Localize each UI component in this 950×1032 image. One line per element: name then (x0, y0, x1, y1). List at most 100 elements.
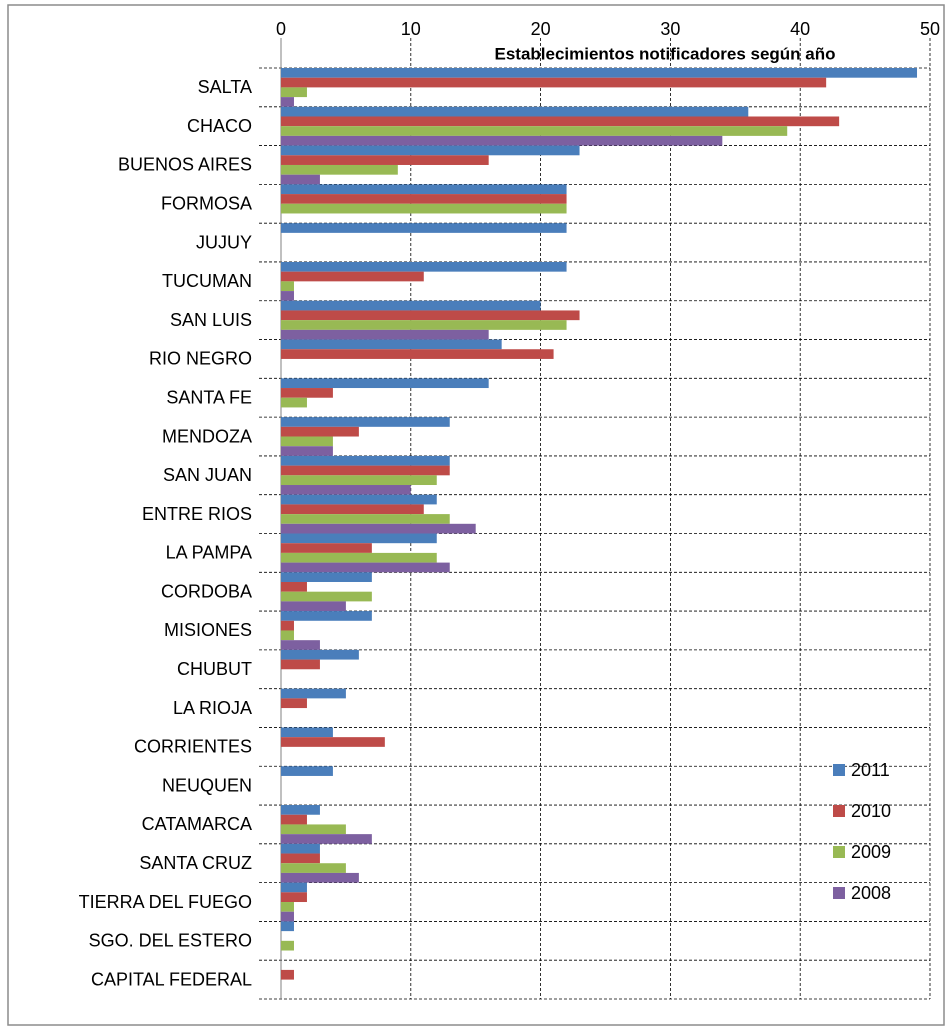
bar (281, 834, 372, 844)
y-tick-label: SANTA FE (166, 387, 252, 407)
bar (281, 164, 398, 175)
x-tick-label: 10 (401, 19, 421, 39)
x-tick-label: 40 (790, 19, 810, 39)
bar (281, 339, 502, 350)
bar (281, 388, 333, 398)
legend-swatch (833, 764, 845, 776)
chart-title: Establecimientos notificadores según año (494, 44, 835, 63)
bar (281, 572, 372, 582)
y-tick-label: SAN JUAN (163, 465, 252, 485)
y-tick-label: SGO. DEL ESTERO (89, 931, 252, 951)
y-tick-label: LA RIOJA (173, 698, 252, 718)
y-tick-label: BUENOS AIRES (118, 155, 252, 175)
legend-swatch (833, 887, 845, 899)
bar (281, 814, 307, 825)
bar (281, 77, 827, 88)
y-tick-label: JUJUY (196, 232, 252, 252)
bar (281, 97, 294, 107)
x-tick-label: 50 (920, 19, 940, 39)
bar (281, 281, 294, 292)
y-tick-label: TIERRA DEL FUEGO (79, 892, 252, 912)
y-tick-label: MISIONES (164, 620, 252, 640)
y-tick-label: SALTA (198, 77, 252, 97)
bar (281, 300, 541, 311)
bar (281, 562, 450, 573)
bar (281, 455, 450, 466)
y-tick-label: FORMOSA (161, 194, 252, 214)
y-tick-label: CORRIENTES (134, 737, 252, 757)
y-tick-label: TUCUMAN (162, 271, 252, 291)
bar (281, 291, 294, 301)
bar (281, 863, 346, 873)
bar (281, 126, 788, 136)
bar (281, 310, 580, 321)
y-tick-label: RIO NEGRO (149, 349, 252, 369)
bar (281, 329, 489, 340)
bar (281, 940, 294, 951)
bar (281, 620, 294, 631)
bar (281, 446, 333, 456)
bar (281, 378, 489, 389)
bar (281, 271, 424, 282)
x-tick-label: 30 (660, 19, 680, 39)
y-tick-label: NEUQUEN (162, 775, 252, 795)
y-tick-label: CHACO (187, 116, 252, 136)
bar (281, 349, 554, 359)
bar (281, 523, 476, 534)
bar (281, 174, 320, 185)
chart-frame (7, 4, 945, 1026)
legend-swatch (833, 805, 845, 817)
bar (281, 145, 580, 156)
x-tick-label: 0 (276, 19, 286, 39)
y-tick-label: CHUBUT (177, 659, 252, 679)
y-tick-label: SAN LUIS (170, 310, 252, 330)
bar (281, 436, 333, 447)
bar (281, 426, 359, 437)
bar (281, 649, 359, 660)
y-tick-label: LA PAMPA (166, 543, 252, 563)
y-tick-label: MENDOZA (162, 426, 252, 446)
legend-label: 2010 (851, 801, 891, 821)
bar (281, 843, 320, 854)
bar (281, 698, 307, 709)
y-tick-label: CATAMARCA (142, 814, 252, 834)
bar (281, 805, 320, 815)
bar (281, 853, 320, 864)
bar (281, 892, 307, 903)
bar (281, 872, 359, 883)
bar (281, 824, 346, 835)
bar (281, 552, 437, 563)
bar (281, 465, 450, 476)
bar (281, 902, 294, 912)
bar (281, 911, 294, 922)
legend-label: 2009 (851, 842, 891, 862)
legend-label: 2008 (851, 883, 891, 903)
bar (281, 494, 437, 505)
bar (281, 766, 333, 776)
bar (281, 261, 567, 272)
bar (281, 417, 450, 427)
bar (281, 106, 749, 117)
bar (281, 969, 294, 980)
bar (281, 533, 437, 544)
bar (281, 397, 307, 408)
y-tick-label: CAPITAL FEDERAL (91, 969, 252, 989)
bar (281, 630, 294, 641)
bar (281, 581, 307, 592)
bar (281, 601, 346, 612)
legend-swatch (833, 846, 845, 858)
bar (281, 504, 424, 515)
bar (281, 203, 567, 214)
y-tick-label: CORDOBA (161, 581, 252, 601)
bar (281, 921, 294, 932)
bar (281, 485, 411, 495)
y-tick-label: ENTRE RIOS (142, 504, 252, 524)
bar (281, 727, 333, 738)
bar (281, 737, 385, 747)
bar (281, 184, 567, 195)
bar (281, 543, 372, 553)
bar (281, 640, 320, 650)
bar (281, 475, 437, 486)
bar (281, 882, 307, 893)
bar (281, 116, 840, 127)
